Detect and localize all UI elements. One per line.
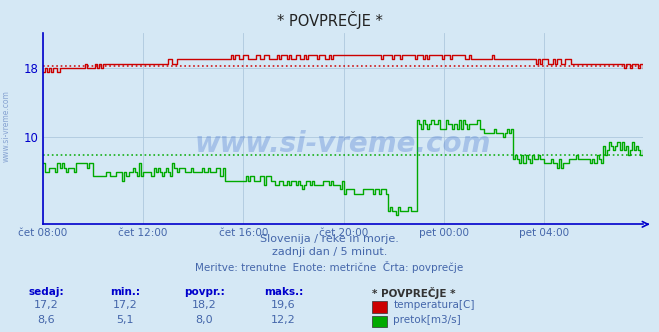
Text: 17,2: 17,2 [34,300,59,310]
Text: * POVPREČJE *: * POVPREČJE * [277,11,382,29]
Text: 8,0: 8,0 [196,315,213,325]
Text: Slovenija / reke in morje.: Slovenija / reke in morje. [260,234,399,244]
Text: min.:: min.: [110,287,140,297]
Text: Meritve: trenutne  Enote: metrične  Črta: povprečje: Meritve: trenutne Enote: metrične Črta: … [195,261,464,273]
Text: 18,2: 18,2 [192,300,217,310]
Text: 19,6: 19,6 [271,300,296,310]
Text: povpr.:: povpr.: [184,287,225,297]
Text: temperatura[C]: temperatura[C] [393,300,475,310]
Text: maks.:: maks.: [264,287,303,297]
Text: 5,1: 5,1 [117,315,134,325]
Text: pretok[m3/s]: pretok[m3/s] [393,315,461,325]
Text: www.si-vreme.com: www.si-vreme.com [194,130,491,158]
Text: 12,2: 12,2 [271,315,296,325]
Text: 8,6: 8,6 [38,315,55,325]
Text: zadnji dan / 5 minut.: zadnji dan / 5 minut. [272,247,387,257]
Text: sedaj:: sedaj: [28,287,64,297]
Text: www.si-vreme.com: www.si-vreme.com [2,90,11,162]
Text: 17,2: 17,2 [113,300,138,310]
Text: * POVPREČJE *: * POVPREČJE * [372,287,456,299]
